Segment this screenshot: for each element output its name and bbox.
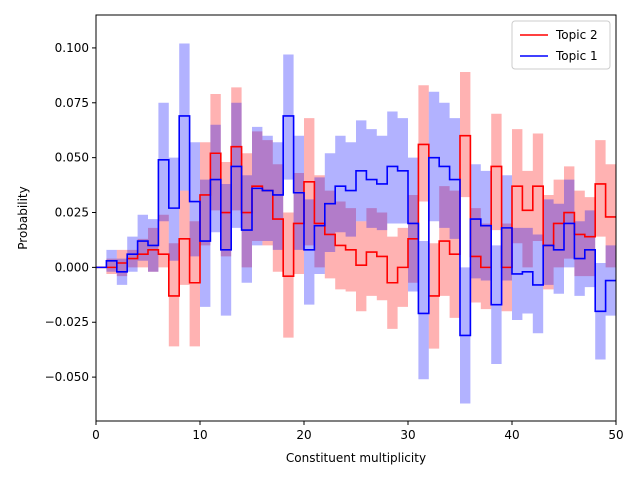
x-tick-label: 10 [192, 428, 207, 442]
y-tick-label: 0.050 [55, 151, 89, 165]
y-tick-label: −0.025 [45, 315, 89, 329]
x-tick-label: 20 [296, 428, 311, 442]
x-tick-label: 0 [92, 428, 100, 442]
x-tick-label: 30 [400, 428, 415, 442]
uncertainty-bands [96, 43, 616, 404]
plot-frame [95, 14, 617, 422]
topic-1-line [96, 115, 616, 337]
y-tick-label: 0.100 [55, 41, 89, 55]
series-lines [96, 115, 616, 337]
x-tick-label: 50 [608, 428, 623, 442]
y-tick-label: 0.075 [55, 96, 89, 110]
legend-label-topic-2: Topic 2 [555, 28, 598, 42]
x-tick-label: 40 [504, 428, 519, 442]
topic-2-line [96, 134, 616, 297]
legend: Topic 2 Topic 1 [511, 20, 611, 70]
x-axis-label: Constituent multiplicity [286, 451, 426, 465]
topic-1-band [96, 43, 616, 404]
y-tick-label: 0.000 [55, 260, 89, 274]
legend-label-topic-1: Topic 1 [555, 49, 598, 63]
x-axis-ticks: 0 10 20 30 40 50 [92, 421, 624, 442]
y-tick-label: 0.025 [55, 206, 89, 220]
y-axis-label: Probability [16, 186, 30, 249]
topic-2-band [96, 72, 616, 349]
legend-box [511, 20, 611, 70]
y-tick-label: −0.050 [45, 370, 89, 384]
y-axis-ticks: −0.050 −0.025 0.000 0.025 0.050 0.075 0.100 [45, 41, 96, 384]
